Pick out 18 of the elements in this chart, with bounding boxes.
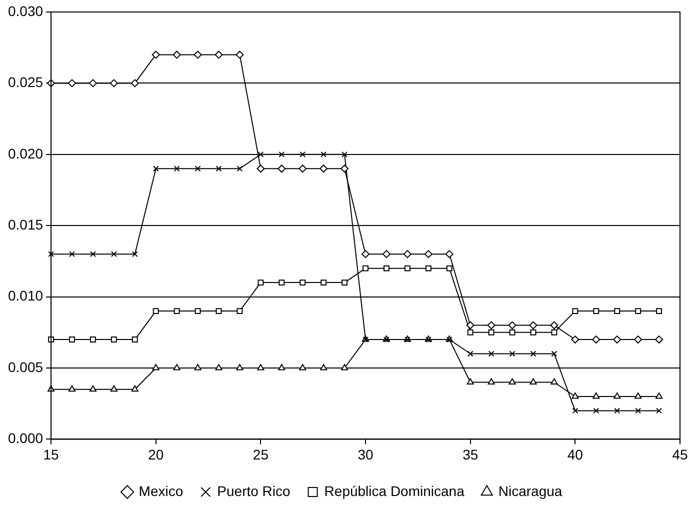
x-tick-label: 15 [43,446,60,462]
legend-label: Puerto Rico [217,482,291,499]
x-tick-label: 35 [462,446,478,462]
legend-label: Mexico [138,482,184,499]
y-tick-label: 0.005 [8,358,44,375]
x-tick-label: 25 [252,446,269,462]
y-tick-label: 0.020 [8,145,44,162]
y-tick-label: 0.000 [8,430,44,446]
x-tick-label: 20 [148,446,164,462]
y-tick-label: 0.030 [8,2,44,19]
x-tick-label: 30 [358,446,374,462]
y-tick-label: 0.025 [8,74,44,90]
x-tick-label: 45 [672,446,688,462]
legend-label: República Dominicana [324,482,465,499]
y-tick-label: 0.015 [8,216,44,232]
y-tick-label: 0.010 [8,288,44,304]
x-tick-label: 40 [567,446,584,462]
legend-label: Nicaragua [498,482,562,499]
